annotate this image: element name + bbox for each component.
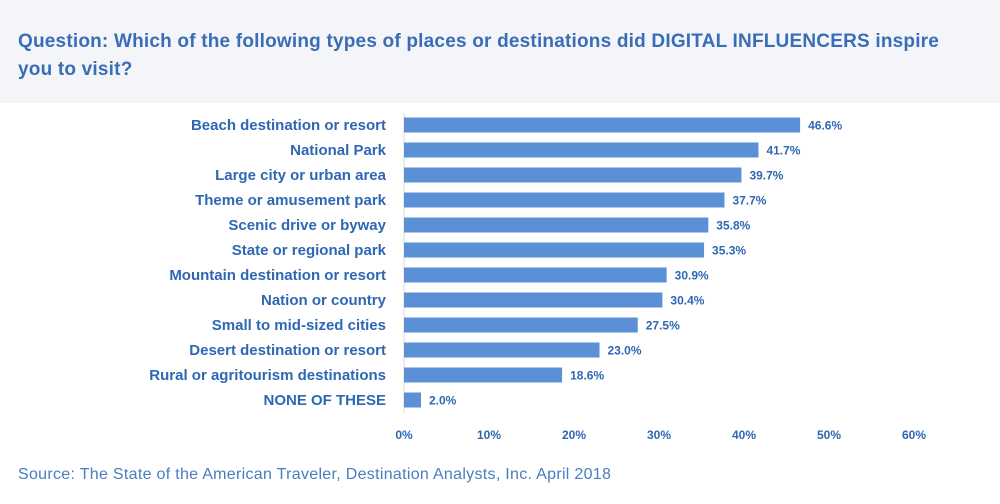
header-band <box>0 0 1000 103</box>
category-label: Rural or agritourism destinations <box>149 367 386 384</box>
bar <box>404 217 709 233</box>
data-label: 39.7% <box>749 169 783 183</box>
bar <box>404 142 759 158</box>
category-label: Desert destination or resort <box>189 342 386 359</box>
category-label: Mountain destination or resort <box>169 267 386 284</box>
x-tick-label: 40% <box>732 428 756 442</box>
data-label: 18.6% <box>570 369 604 383</box>
chart-title: Question: Which of the following types o… <box>18 31 940 80</box>
data-label: 37.7% <box>732 194 766 208</box>
x-tick-label: 10% <box>477 428 501 442</box>
x-tick-label: 0% <box>395 428 413 442</box>
data-label: 46.6% <box>808 119 842 133</box>
x-tick-label: 50% <box>817 428 841 442</box>
category-label: Beach destination or resort <box>191 117 386 134</box>
bar <box>404 392 421 408</box>
x-tick-label: 20% <box>562 428 586 442</box>
data-label: 27.5% <box>646 319 680 333</box>
category-label: Theme or amusement park <box>195 192 387 209</box>
category-label: National Park <box>290 142 387 159</box>
category-label: Small to mid-sized cities <box>212 317 386 334</box>
source-note: Source: The State of the American Travel… <box>18 466 612 483</box>
data-label: 35.8% <box>716 219 750 233</box>
bar <box>404 242 705 258</box>
bar <box>404 342 600 358</box>
data-label: 23.0% <box>608 344 642 358</box>
x-tick-label: 60% <box>902 428 926 442</box>
bar <box>404 317 638 333</box>
data-label: 30.4% <box>670 294 704 308</box>
data-label: 35.3% <box>712 244 746 258</box>
bar <box>404 167 742 183</box>
bar <box>404 267 667 283</box>
data-label: 2.0% <box>429 394 457 408</box>
category-label: Large city or urban area <box>215 167 387 184</box>
data-label: 41.7% <box>766 144 800 158</box>
category-label: Nation or country <box>261 292 387 309</box>
x-tick-label: 30% <box>647 428 671 442</box>
category-label: Scenic drive or byway <box>228 217 386 234</box>
category-label: State or regional park <box>232 242 387 259</box>
bar <box>404 367 563 383</box>
bar <box>404 117 801 133</box>
bar <box>404 292 663 308</box>
data-label: 30.9% <box>675 269 709 283</box>
bar <box>404 192 725 208</box>
category-label: NONE OF THESE <box>263 392 386 409</box>
